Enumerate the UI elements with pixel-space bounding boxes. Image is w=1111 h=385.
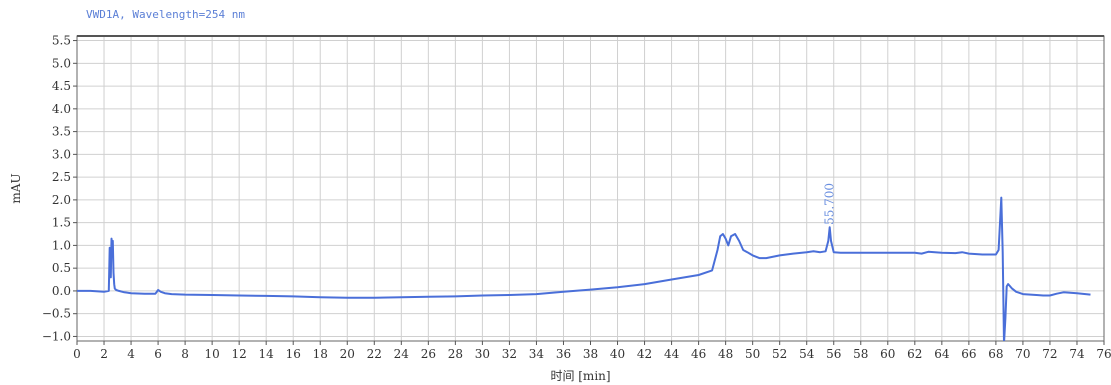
- x-tick-label: 12: [232, 347, 247, 361]
- x-tick-label: 2: [100, 347, 108, 361]
- y-tick-label: 3.5: [52, 125, 71, 139]
- x-tick-label: 72: [1042, 347, 1057, 361]
- x-tick-label: 16: [286, 347, 301, 361]
- series-layer: [77, 196, 1091, 341]
- y-tick-label: 0.0: [52, 284, 71, 298]
- y-tick-label: 1.5: [52, 216, 71, 230]
- x-tick-label: 56: [826, 347, 841, 361]
- x-tick-label: 76: [1096, 347, 1111, 361]
- x-tick-label: 52: [772, 347, 787, 361]
- y-tick-label: −1.0: [42, 329, 71, 343]
- x-tick-label: 10: [204, 347, 219, 361]
- x-tick-label: 0: [73, 347, 81, 361]
- x-tick-label: 20: [340, 347, 355, 361]
- series-line: [77, 196, 1091, 341]
- x-tick-label: 62: [907, 347, 922, 361]
- x-tick-label: 46: [691, 347, 706, 361]
- x-tick-label: 48: [718, 347, 733, 361]
- x-tick-label: 68: [988, 347, 1003, 361]
- x-tick-label: 24: [394, 347, 410, 361]
- y-tick-label: 0.5: [52, 261, 71, 275]
- y-tick-label: 5.5: [52, 34, 71, 48]
- x-tick-label: 42: [637, 347, 652, 361]
- x-tick-label: 4: [127, 347, 135, 361]
- x-tick-label: 64: [934, 347, 950, 361]
- peak-label: 55.700: [823, 183, 837, 225]
- x-tick-label: 22: [367, 347, 382, 361]
- y-tick-label: 1.0: [52, 238, 71, 252]
- x-tick-label: 58: [853, 347, 868, 361]
- x-tick-label: 28: [448, 347, 463, 361]
- x-tick-label: 50: [745, 347, 760, 361]
- x-tick-label: 34: [529, 347, 545, 361]
- x-tick-label: 38: [583, 347, 598, 361]
- y-tick-label: 5.0: [52, 56, 71, 70]
- x-tick-label: 30: [475, 347, 490, 361]
- x-tick-label: 26: [421, 347, 436, 361]
- annotation-layer: 55.700: [823, 183, 837, 225]
- x-tick-label: 18: [313, 347, 328, 361]
- x-tick-label: 36: [556, 347, 571, 361]
- x-axis-label: 时间 [min]: [550, 369, 610, 383]
- x-tick-label: 32: [502, 347, 517, 361]
- y-tick-label: 2.5: [52, 170, 71, 184]
- chart-title: VWD1A, Wavelength=254 nm: [86, 8, 245, 21]
- x-tick-label: 60: [880, 347, 895, 361]
- x-tick-label: 74: [1069, 347, 1085, 361]
- y-tick-label: 3.0: [52, 147, 71, 161]
- axis-ticks: 0 2 4 6 8 10 12 14 16 18 20 22 24 26 28 30 32 34 36 38 40 42 4…: [42, 34, 1111, 361]
- y-tick-label: −0.5: [42, 307, 71, 321]
- x-tick-label: 44: [664, 347, 680, 361]
- y-tick-label: 4.5: [52, 79, 71, 93]
- x-tick-label: 6: [154, 347, 162, 361]
- x-tick-label: 70: [1015, 347, 1030, 361]
- x-tick-label: 40: [610, 347, 625, 361]
- y-tick-label: 4.0: [52, 102, 71, 116]
- x-tick-label: 14: [259, 347, 275, 361]
- x-tick-label: 8: [181, 347, 189, 361]
- x-tick-label: 54: [799, 347, 815, 361]
- y-tick-label: 2.0: [52, 193, 71, 207]
- x-tick-label: 66: [961, 347, 976, 361]
- y-axis-label: mAU: [9, 173, 23, 203]
